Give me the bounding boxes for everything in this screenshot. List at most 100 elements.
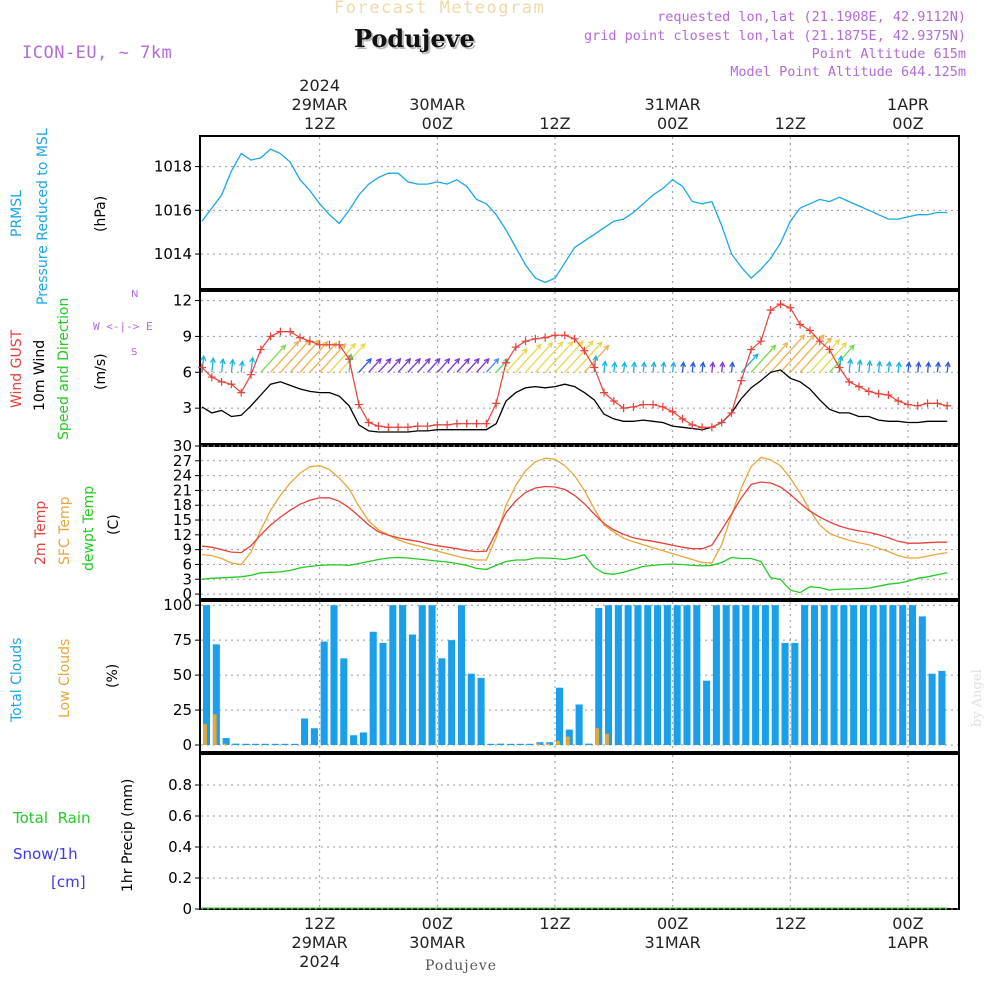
wind-arrowhead xyxy=(219,357,226,365)
total-cloud-bar xyxy=(791,642,799,746)
gust-marker xyxy=(501,358,510,367)
total-cloud-bar xyxy=(261,743,269,746)
total-cloud-bar xyxy=(242,743,250,746)
total-cloud-bar xyxy=(771,605,779,746)
wind-arrow xyxy=(907,362,910,373)
wind-arrowhead xyxy=(587,340,594,347)
wind-arrowhead xyxy=(895,361,902,368)
wind-arrowhead xyxy=(596,341,603,348)
total-cloud-bar xyxy=(291,743,299,746)
total-cloud-bar xyxy=(516,743,524,746)
wind-arrow xyxy=(887,361,891,373)
total-cloud-bar xyxy=(320,641,328,746)
bottom-time-label: 29MAR xyxy=(292,933,348,952)
top-time-label: 12Z xyxy=(539,114,570,133)
total-cloud-bar xyxy=(222,738,230,746)
wind-arrow xyxy=(848,359,852,373)
gust-marker xyxy=(384,423,393,432)
ytick-label: 15 xyxy=(173,511,192,529)
gust-marker xyxy=(825,345,834,354)
model-altitude: Model Point Altitude 644.125m xyxy=(730,64,966,80)
wind-arrow xyxy=(721,362,724,373)
wind-arrow xyxy=(417,358,431,373)
gust-marker xyxy=(198,363,206,372)
top-time-label: 31MAR xyxy=(645,95,701,114)
total-cloud-bar xyxy=(859,605,868,746)
gust-marker xyxy=(707,423,716,432)
bottom-time-label: 00Z xyxy=(892,914,923,933)
wind-arrowhead xyxy=(799,334,806,341)
total-cloud-bar xyxy=(457,605,465,746)
bottom-time-label: 1APR xyxy=(887,933,929,952)
wind-arrow xyxy=(701,362,704,373)
wind-arrowhead xyxy=(522,348,528,355)
panel-frame-0 xyxy=(199,135,960,290)
wind-arrow xyxy=(534,341,564,373)
bottom-time-label: 31MAR xyxy=(645,933,701,952)
total-cloud-bar xyxy=(595,607,603,746)
total-cloud-bar xyxy=(379,642,387,746)
wind-arrow xyxy=(466,358,480,373)
gust-marker xyxy=(315,340,324,349)
total-cloud-bar xyxy=(752,605,760,746)
wind-arrowhead xyxy=(405,357,412,364)
wind-arrow xyxy=(917,362,920,373)
total-cloud-bar xyxy=(879,605,887,746)
low-cloud-bar xyxy=(222,743,227,746)
gust-marker xyxy=(492,399,501,408)
wind-arrowhead xyxy=(640,361,647,368)
ytick-label: 9 xyxy=(182,327,192,345)
total-cloud-bar xyxy=(448,640,456,746)
model-label: ICON-EU, ~ 7km xyxy=(22,43,173,63)
wind-arrowhead xyxy=(424,357,431,364)
total-cloud-bar xyxy=(467,673,475,746)
gust-marker xyxy=(354,400,363,409)
total-cloud-bar xyxy=(399,605,407,746)
precip-cm-label: [cm] xyxy=(51,873,86,891)
gust-marker xyxy=(207,373,216,382)
total-cloud-bar xyxy=(340,658,348,746)
wind-arrow xyxy=(858,360,861,373)
total-cloud-bar xyxy=(526,743,534,746)
wind-arrow xyxy=(240,361,244,373)
wind-arrowhead xyxy=(331,341,338,348)
total-cloud-bar xyxy=(742,605,750,746)
wind-arrow xyxy=(319,343,346,373)
wind-arrow xyxy=(622,362,626,373)
wind-arrow xyxy=(230,359,234,373)
gust-marker xyxy=(345,355,354,364)
wind-arrow xyxy=(740,353,759,373)
low-cloud-bar xyxy=(565,736,570,746)
gust-marker xyxy=(678,414,687,423)
wind-arrowhead xyxy=(601,360,608,367)
ytick-label: 100 xyxy=(163,596,192,614)
total-cloud-bar xyxy=(281,743,289,746)
wind-arrowhead xyxy=(350,342,356,349)
wind-arrowhead xyxy=(592,354,599,362)
total-cloud-bar xyxy=(908,605,917,746)
precip-rain-label: Total Rain xyxy=(13,809,91,827)
wind-arrowhead xyxy=(837,354,844,362)
wind-arrowhead xyxy=(483,357,490,364)
gust-marker xyxy=(482,419,491,428)
wind-arrowhead xyxy=(229,358,236,365)
wind-arrow xyxy=(780,334,815,373)
total-cloud-bar xyxy=(899,605,907,746)
wind-arrowhead xyxy=(434,357,441,364)
wind-arrowhead xyxy=(847,357,854,365)
wind-arrowhead xyxy=(578,340,584,347)
temp-sfc-line xyxy=(201,456,948,566)
total-cloud-bar xyxy=(271,743,279,746)
gust-marker xyxy=(590,363,599,372)
gust-marker xyxy=(815,337,824,346)
ytick-label: 0.8 xyxy=(168,776,192,794)
gust-marker xyxy=(903,400,912,409)
wind-arrow xyxy=(799,337,832,373)
total-cloud-bar xyxy=(350,735,358,746)
top-time-label: 29MAR xyxy=(292,95,348,114)
wind-arrowhead xyxy=(359,342,366,349)
wind-arrow xyxy=(819,342,847,373)
gust-marker xyxy=(413,422,422,431)
gust-marker xyxy=(609,396,618,405)
gust-marker xyxy=(737,376,746,385)
